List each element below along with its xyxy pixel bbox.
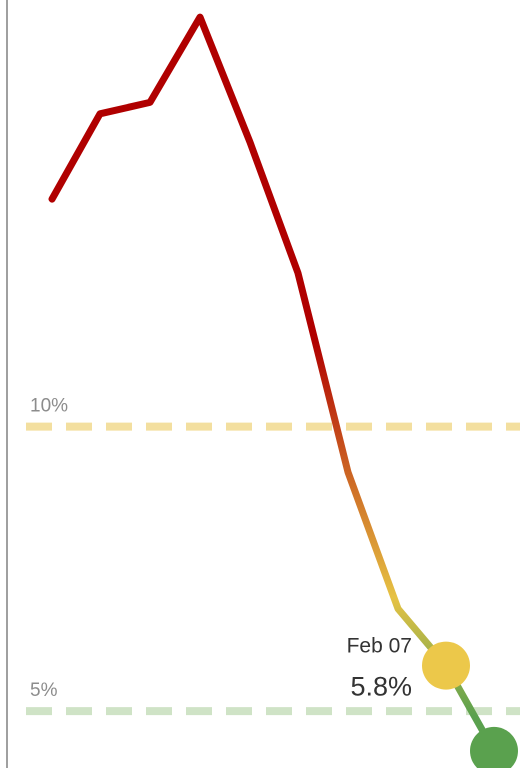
series-line	[48, 13, 498, 755]
highlight-marker[interactable]	[422, 641, 470, 690]
markers	[422, 641, 518, 768]
data-point-2[interactable]	[147, 99, 153, 105]
data-point-4[interactable]	[247, 139, 253, 145]
data-point-0[interactable]	[49, 196, 55, 202]
reference-label-5: 5%	[30, 680, 58, 701]
data-point-7[interactable]	[395, 606, 401, 612]
tooltip-labels: Feb 07 5.8%	[347, 635, 412, 702]
reference-lines: 10% 5%	[26, 396, 520, 716]
reference-label-10: 10%	[30, 396, 68, 417]
data-point-5[interactable]	[295, 270, 301, 276]
series-line-layer	[48, 13, 498, 755]
data-point-3[interactable]	[197, 14, 203, 20]
last-point-marker[interactable]	[470, 726, 518, 768]
data-point-1[interactable]	[97, 111, 103, 117]
data-point-6[interactable]	[345, 469, 351, 475]
highlight-value-label: 5.8%	[350, 672, 412, 702]
highlight-date-label: Feb 07	[347, 635, 412, 658]
